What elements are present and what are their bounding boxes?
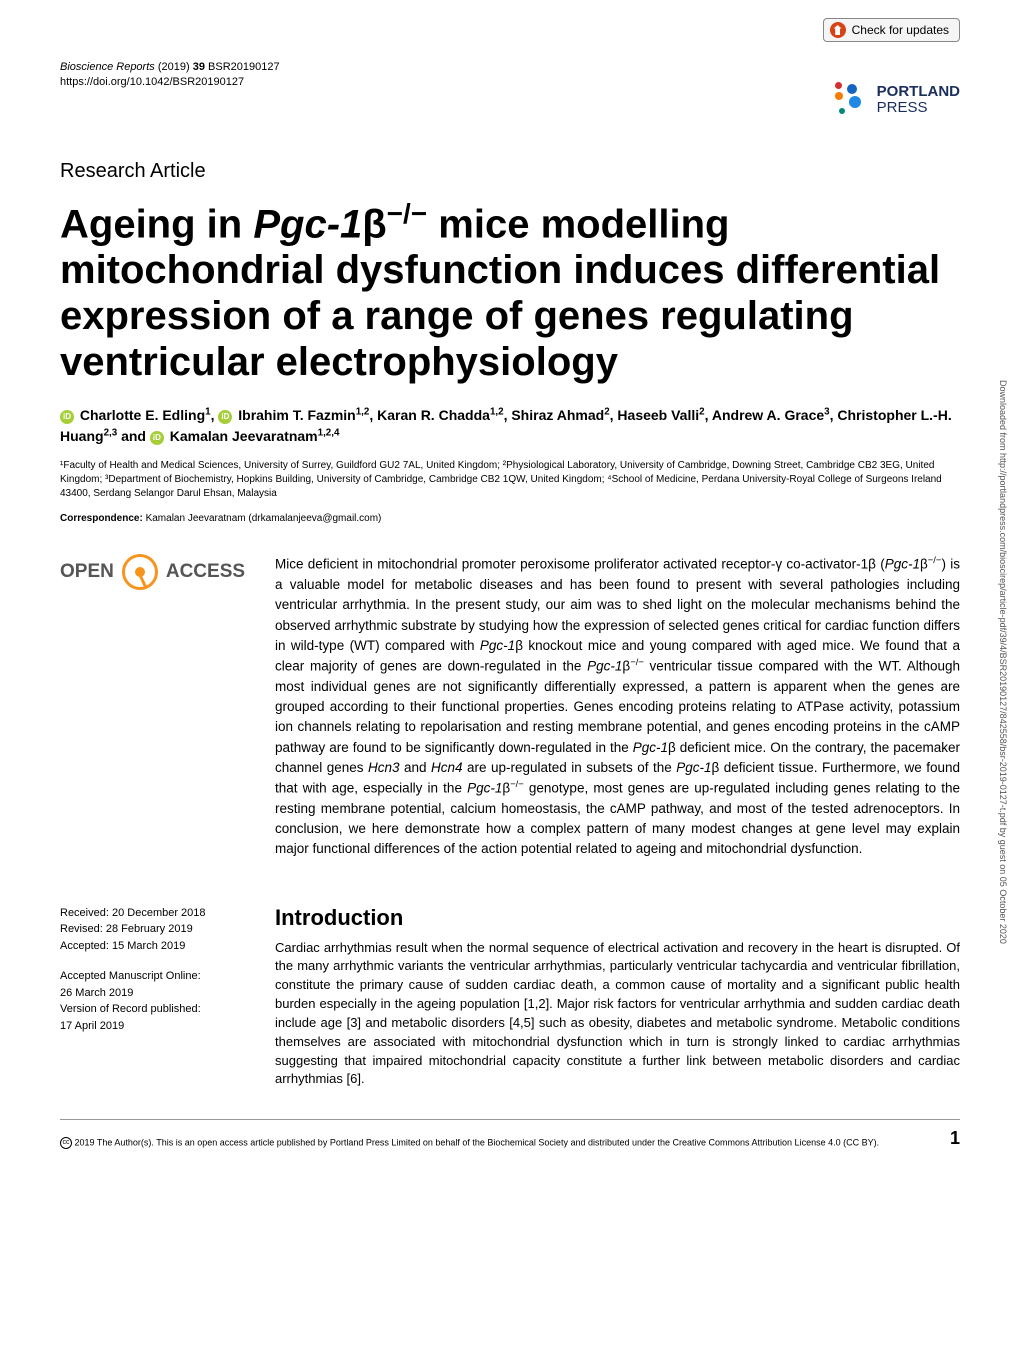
- page-container: Check for updates Bioscience Reports (20…: [0, 0, 1020, 1179]
- abstract-text: Mice deficient in mitochondrial promoter…: [275, 554, 960, 859]
- header-row: Bioscience Reports (2019) 39 BSR20190127…: [60, 60, 960, 120]
- dates-column: Received: 20 December 2018 Revised: 28 F…: [60, 905, 235, 1090]
- correspondence-label: Correspondence:: [60, 513, 143, 524]
- journal-article-id: BSR20190127: [208, 61, 280, 73]
- license-text-content: 2019 The Author(s). This is an open acce…: [72, 1138, 879, 1148]
- check-updates-label: Check for updates: [852, 23, 949, 37]
- license-text: cc 2019 The Author(s). This is an open a…: [60, 1137, 950, 1149]
- intro-columns: Received: 20 December 2018 Revised: 28 F…: [60, 905, 960, 1090]
- correspondence: Correspondence: Kamalan Jeevaratnam (drk…: [60, 513, 960, 524]
- content-columns: OPEN ACCESS Mice deficient in mitochondr…: [60, 554, 960, 904]
- correspondence-text: Kamalan Jeevaratnam (drkamalanjeeva@gmai…: [143, 513, 382, 524]
- affiliations: ¹Faculty of Health and Medical Sciences,…: [60, 459, 960, 501]
- intro-heading: Introduction: [275, 905, 960, 931]
- page-footer: cc 2019 The Author(s). This is an open a…: [60, 1119, 960, 1149]
- revised-date: Revised: 28 February 2019: [60, 921, 235, 938]
- publisher-logo: PORTLAND PRESS: [829, 80, 960, 120]
- publisher-name: PORTLAND PRESS: [877, 84, 960, 117]
- journal-year: (2019): [158, 61, 190, 73]
- page-number: 1: [950, 1128, 960, 1149]
- journal-doi: https://doi.org/10.1042/BSR20190127: [60, 76, 244, 88]
- check-updates-button[interactable]: Check for updates: [823, 18, 960, 42]
- vor-date: 17 April 2019: [60, 1018, 235, 1035]
- bookmark-icon: [830, 22, 846, 38]
- intro-text: Cardiac arrhythmias result when the norm…: [275, 939, 960, 1090]
- journal-volume: 39: [193, 61, 205, 73]
- publication-dates: Received: 20 December 2018 Revised: 28 F…: [60, 905, 235, 1035]
- logo-dots-icon: [829, 80, 869, 120]
- accepted-date: Accepted: 15 March 2019: [60, 938, 235, 955]
- vor-label: Version of Record published:: [60, 1001, 235, 1018]
- open-access-label-2: ACCESS: [166, 561, 245, 583]
- author-list: Charlotte E. Edling1, Ibrahim T. Fazmin1…: [60, 405, 960, 447]
- open-access-label-1: OPEN: [60, 561, 114, 583]
- orcid-icon[interactable]: [218, 410, 232, 424]
- intro-column: Introduction Cardiac arrhythmias result …: [275, 905, 960, 1090]
- cc-icon: cc: [60, 1137, 72, 1149]
- open-access-icon: [122, 554, 158, 590]
- article-type: Research Article: [60, 160, 960, 183]
- amo-label: Accepted Manuscript Online:: [60, 968, 235, 985]
- journal-reference: Bioscience Reports (2019) 39 BSR20190127…: [60, 60, 280, 91]
- left-column: OPEN ACCESS: [60, 554, 235, 904]
- article-title: Ageing in Pgc-1β−/− mice modelling mitoc…: [60, 198, 960, 385]
- orcid-icon[interactable]: [150, 431, 164, 445]
- amo-date: 26 March 2019: [60, 985, 235, 1002]
- orcid-icon[interactable]: [60, 410, 74, 424]
- download-watermark: Downloaded from http://portlandpress.com…: [998, 380, 1008, 944]
- received-date: Received: 20 December 2018: [60, 905, 235, 922]
- journal-name: Bioscience Reports: [60, 61, 155, 73]
- publisher-name-line2: PRESS: [877, 100, 960, 117]
- open-access-badge: OPEN ACCESS: [60, 554, 235, 590]
- publisher-name-line1: PORTLAND: [877, 84, 960, 101]
- right-column: Mice deficient in mitochondrial promoter…: [275, 554, 960, 904]
